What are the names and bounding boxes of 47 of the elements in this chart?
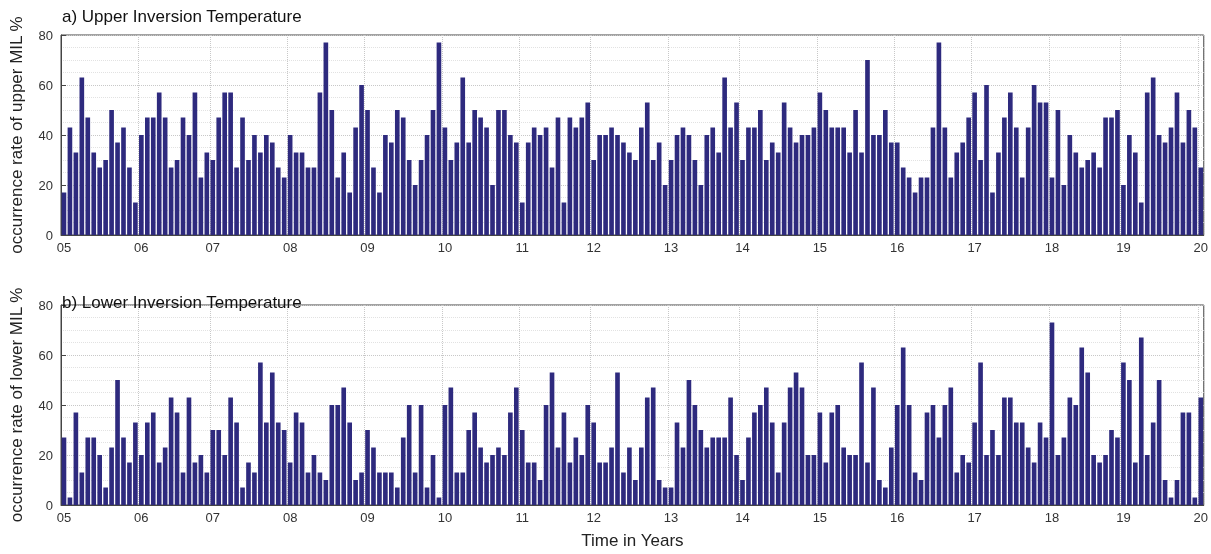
x-tick-label: 11 xyxy=(515,510,530,525)
x-tick-label: 14 xyxy=(735,510,750,525)
x-tick-label: 20 xyxy=(1193,240,1209,255)
x-tick-label: 15 xyxy=(812,510,828,525)
x-tick-label: 18 xyxy=(1044,240,1060,255)
x-tick-label: 12 xyxy=(586,240,601,255)
x-tick-label: 07 xyxy=(205,240,221,255)
y-tick-label: 60 xyxy=(38,347,53,363)
x-tick-label: 09 xyxy=(360,510,375,525)
x-tick-label: 16 xyxy=(890,510,905,525)
x-tick-label: 05 xyxy=(56,510,72,525)
x-tick-label: 17 xyxy=(967,510,982,525)
x-tick-label: 17 xyxy=(967,240,982,255)
x-tick-label: 19 xyxy=(1116,240,1131,255)
x-tick-label: 16 xyxy=(890,240,905,255)
y-tick-label: 40 xyxy=(38,127,53,143)
x-tick-label: 09 xyxy=(360,240,375,255)
x-tick-label: 05 xyxy=(56,240,72,255)
y-tick-label: 20 xyxy=(38,177,53,193)
x-tick-label: 13 xyxy=(663,510,679,525)
x-tick-label: 07 xyxy=(205,510,221,525)
x-tick-label: 08 xyxy=(282,510,298,525)
y-axis-title: occurrence rate of lower MIL % xyxy=(7,287,26,523)
x-tick-label: 12 xyxy=(586,510,601,525)
y-tick-label: 40 xyxy=(38,397,53,413)
y-tick-label: 80 xyxy=(38,297,53,313)
x-tick-label: 06 xyxy=(134,240,149,255)
x-tick-label: 10 xyxy=(437,240,453,255)
x-tick-label: 13 xyxy=(663,240,679,255)
chart-title: a) Upper Inversion Temperature xyxy=(62,7,302,26)
y-tick-label: 60 xyxy=(38,77,53,93)
x-tick-label: 08 xyxy=(282,240,298,255)
y-tick-label: 20 xyxy=(38,447,53,463)
x-tick-label: 19 xyxy=(1116,510,1131,525)
x-tick-label: 20 xyxy=(1193,510,1209,525)
x-tick-label: 06 xyxy=(134,510,149,525)
y-tick-label: 0 xyxy=(45,497,53,513)
y-tick-label: 0 xyxy=(45,227,53,243)
y-axis-title: occurrence rate of upper MIL % xyxy=(7,16,26,254)
x-tick-label: 10 xyxy=(437,510,453,525)
x-tick-label: 11 xyxy=(515,240,530,255)
x-axis-title: Time in Years xyxy=(581,531,684,550)
x-tick-label: 18 xyxy=(1044,510,1060,525)
chart-title: b) Lower Inversion Temperature xyxy=(62,293,302,312)
x-tick-label: 14 xyxy=(735,240,750,255)
x-tick-label: 15 xyxy=(812,240,828,255)
y-tick-label: 80 xyxy=(38,27,53,43)
